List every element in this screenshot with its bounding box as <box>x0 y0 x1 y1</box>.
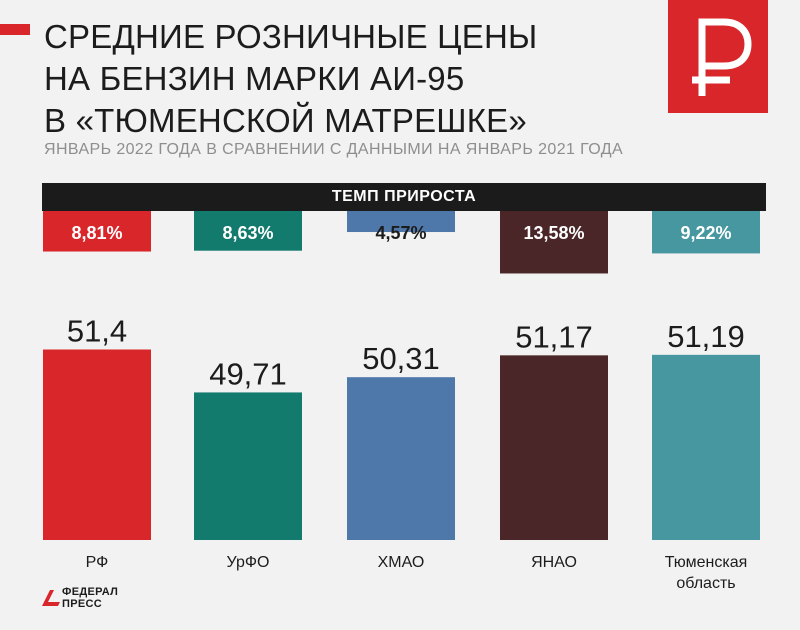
price-value-label: 51,19 <box>667 319 745 354</box>
growth-bar <box>347 211 455 233</box>
price-bar <box>500 355 608 540</box>
price-value-label: 49,71 <box>209 356 287 391</box>
growth-value-label: 8,81% <box>71 223 122 243</box>
price-value-label: 51,17 <box>515 319 593 354</box>
price-value-label: 51,4 <box>67 314 127 349</box>
title-line-1: СРЕДНИЕ РОЗНИЧНЫЕ ЦЕНЫ <box>44 18 538 55</box>
logo-line-2: ПРЕСС <box>62 598 102 610</box>
growth-bar <box>652 211 760 254</box>
chart-subtitle: ЯНВАРЬ 2022 ГОДА В СРАВНЕНИИ С ДАННЫМИ Н… <box>44 141 624 158</box>
title-line-2: НА БЕНЗИН МАРКИ АИ-95 <box>44 60 465 97</box>
growth-value-label: 9,22% <box>680 223 731 243</box>
price-bar <box>194 392 302 540</box>
price-bar <box>43 349 151 540</box>
federal-press-logo-icon <box>42 590 60 606</box>
growth-value-label: 8,63% <box>222 223 273 243</box>
title-line-3: В «ТЮМЕНСКОЙ МАТРЕШКЕ» <box>44 102 527 139</box>
growth-bar <box>43 211 151 252</box>
price-bar <box>652 354 760 540</box>
category-label: РФ <box>86 554 109 571</box>
growth-bar <box>194 211 302 251</box>
growth-bar <box>500 211 608 274</box>
ruble-sign-icon <box>668 0 768 113</box>
category-label: УрФО <box>227 554 270 571</box>
logo-line-1: ФЕДЕРАЛ <box>62 586 119 598</box>
category-label: ХМАО <box>378 554 425 571</box>
category-label: ЯНАО <box>531 554 577 571</box>
federal-press-logo: ФЕДЕРАЛ ПРЕСС <box>62 586 118 610</box>
category-label: Тюменская <box>665 554 748 571</box>
growth-value-label: 13,58% <box>523 223 584 243</box>
title-marker <box>0 24 30 35</box>
growth-header: ТЕМП ПРИРОСТА <box>42 183 766 211</box>
category-label: область <box>676 575 735 592</box>
growth-value-label: 4,57% <box>375 223 426 243</box>
chart-title: СРЕДНИЕ РОЗНИЧНЫЕ ЦЕНЫ НА БЕНЗИН МАРКИ А… <box>44 16 604 142</box>
price-bar <box>347 377 455 540</box>
price-value-label: 50,31 <box>362 341 440 376</box>
